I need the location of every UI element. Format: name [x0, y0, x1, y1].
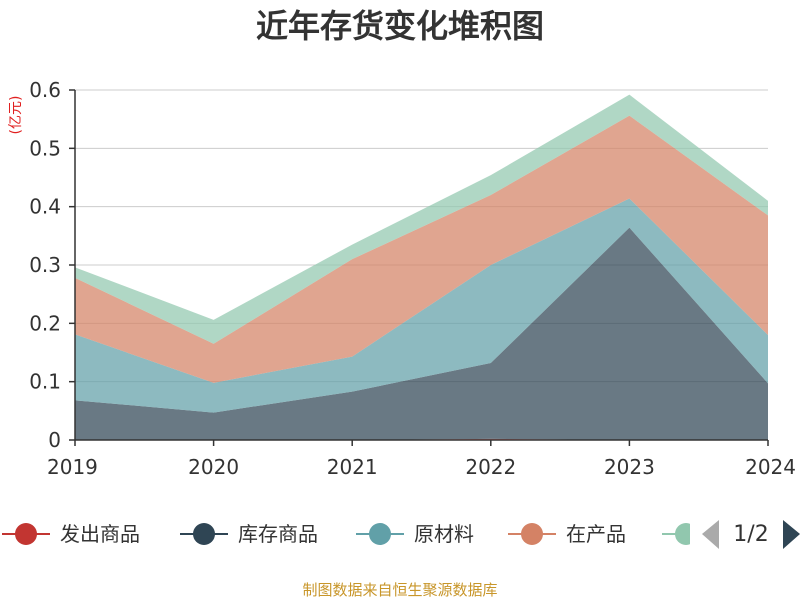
legend-label: 原材料 — [414, 522, 474, 546]
legend-label: 库存商品 — [238, 522, 318, 546]
y-tick-labels: 0 0.1 0.2 0.3 0.4 0.5 0.6 — [29, 78, 61, 452]
legend-label: 发出商品 — [60, 522, 140, 546]
legend-page-indicator: 1/2 — [733, 522, 768, 547]
data-source-footer: 制图数据来自恒生聚源数据库 — [302, 581, 497, 599]
area-series-fill — [75, 94, 768, 344]
y-tick-label: 0.3 — [29, 253, 61, 277]
legend-item[interactable]: 库存商品 — [180, 522, 318, 546]
legend-label: 在产品 — [566, 522, 626, 546]
y-axis-unit: (亿元) — [8, 96, 24, 135]
area-series-fill — [75, 115, 768, 383]
legend-pager[interactable]: 1/2 — [702, 520, 800, 549]
y-tick-label: 0.2 — [29, 311, 61, 335]
x-tick-label: 2019 — [47, 455, 98, 479]
x-tick-label: 2020 — [188, 455, 239, 479]
legend-marker-icon — [15, 523, 37, 545]
legend-prev-arrow-icon[interactable] — [702, 520, 719, 549]
legend-next-arrow-icon[interactable] — [783, 520, 800, 549]
axes — [69, 89, 769, 446]
x-tick-label: 2023 — [604, 455, 655, 479]
x-tick-labels: 2019 2020 2021 2022 2023 2024 — [47, 455, 796, 479]
area-series — [75, 94, 768, 440]
y-tick-label: 0.4 — [29, 195, 61, 219]
area-series-fill — [75, 198, 768, 413]
legend-item[interactable]: 在产品 — [508, 522, 626, 546]
area-series-fill — [75, 227, 768, 440]
x-tick-label: 2022 — [465, 455, 516, 479]
legend[interactable]: 发出商品 库存商品 原材料 在产品 — [2, 515, 800, 555]
legend-marker-icon — [521, 523, 543, 545]
y-tick-label: 0 — [48, 428, 61, 452]
x-tick-label: 2021 — [327, 455, 378, 479]
chart-title: 近年存货变化堆积图 — [256, 7, 544, 45]
legend-marker-icon — [193, 523, 215, 545]
legend-item[interactable]: 原材料 — [356, 522, 474, 546]
y-tick-label: 0.6 — [29, 78, 61, 102]
y-tick-label: 0.5 — [29, 136, 61, 160]
x-tick-label: 2024 — [745, 455, 796, 479]
legend-item[interactable]: 发出商品 — [2, 522, 140, 546]
y-tick-label: 0.1 — [29, 370, 61, 394]
legend-marker-icon — [369, 523, 391, 545]
